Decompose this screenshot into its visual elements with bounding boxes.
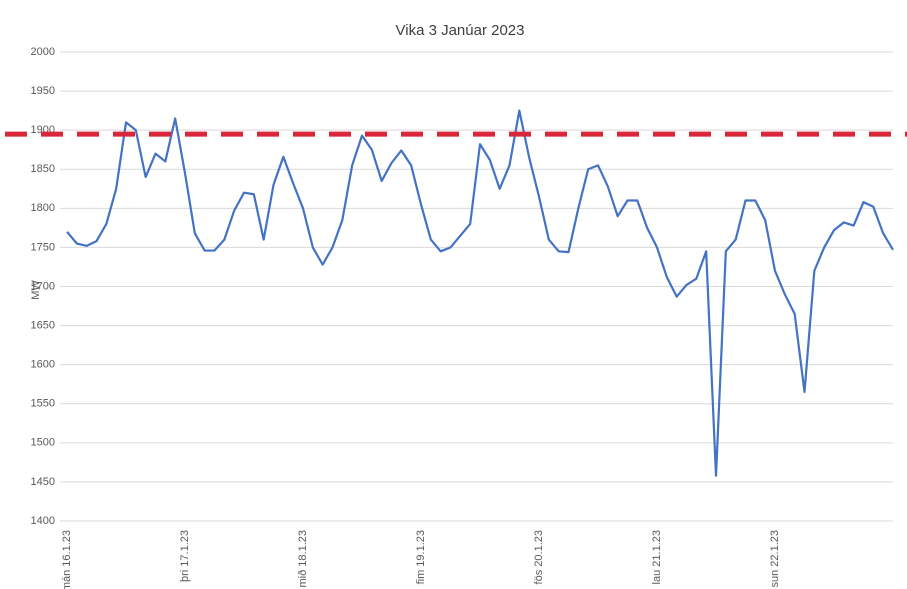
y-tick-label: 1700 [31, 280, 55, 292]
y-tick-label: 1750 [31, 241, 55, 253]
x-tick-label: lau 21.1.23 [651, 530, 663, 584]
data-line [66, 109, 894, 477]
y-tick-label: 1500 [31, 437, 55, 449]
x-tick-label: mið 18.1.23 [297, 530, 309, 587]
y-tick-label: 1800 [31, 202, 55, 214]
y-tick-label: 1450 [31, 476, 55, 488]
y-tick-label: 1950 [31, 85, 55, 97]
y-tick-label: 1550 [31, 398, 55, 410]
x-tick-label: mán 16.1.23 [61, 530, 73, 589]
y-tick-label: 1850 [31, 163, 55, 175]
y-tick-label: 1400 [31, 515, 55, 527]
x-tick-label: sun 22.1.23 [769, 530, 781, 588]
y-axis-label: MW [30, 280, 42, 300]
x-tick-label: þri 17.1.23 [179, 530, 191, 582]
y-tick-label: 1650 [31, 319, 55, 331]
x-tick-label: fös 20.1.23 [533, 530, 545, 584]
y-tick-label: 1600 [31, 359, 55, 371]
y-tick-label: 2000 [31, 46, 55, 58]
chart-title: Vika 3 Janúar 2023 [396, 22, 525, 39]
x-tick-label: fim 19.1.23 [415, 530, 427, 584]
